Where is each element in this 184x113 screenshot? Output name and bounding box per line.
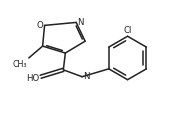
- Text: N: N: [83, 72, 90, 81]
- Text: Cl: Cl: [123, 26, 132, 35]
- Text: CH₃: CH₃: [12, 59, 27, 68]
- Text: N: N: [77, 18, 84, 27]
- Text: HO: HO: [26, 74, 40, 82]
- Text: O: O: [37, 21, 44, 30]
